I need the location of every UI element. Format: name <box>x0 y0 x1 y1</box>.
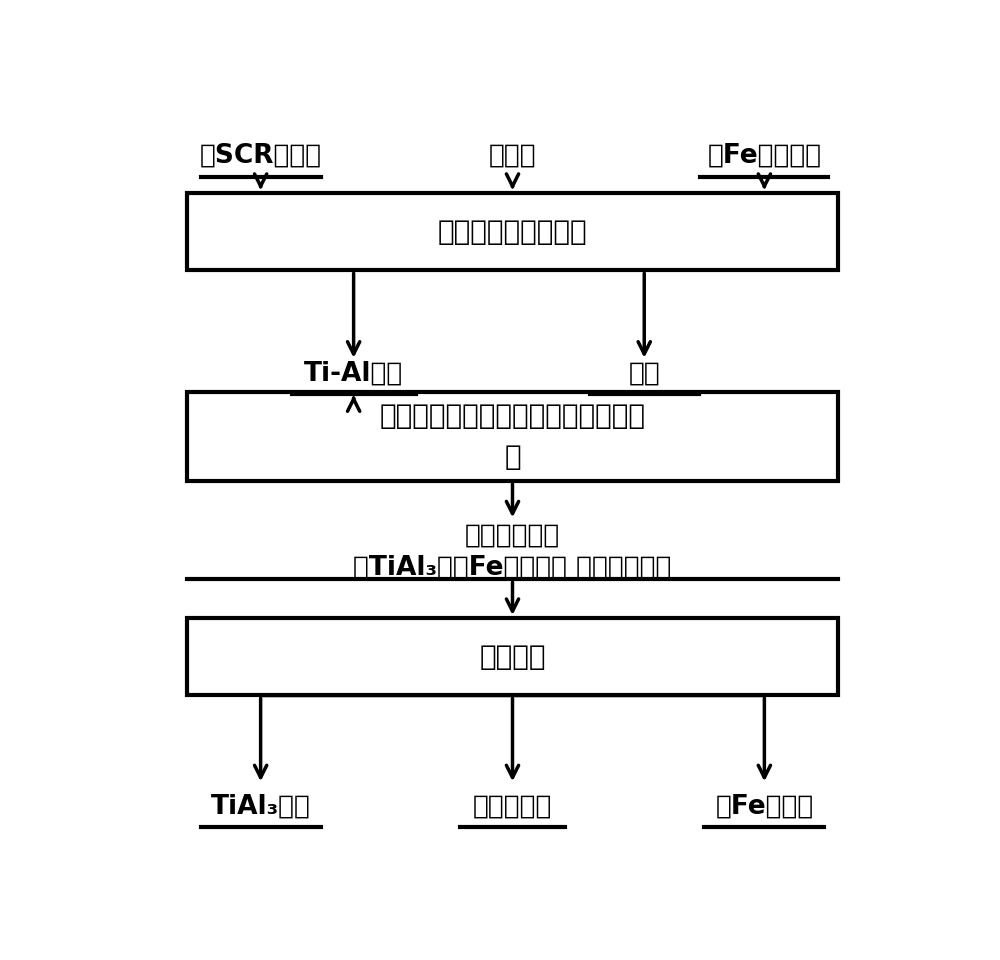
Text: （TiAl₃、低Fe鄂合金、 杂质富集相）: （TiAl₃、低Fe鄂合金、 杂质富集相） <box>353 555 672 581</box>
Text: 废SCR催化剑: 废SCR催化剑 <box>200 143 322 169</box>
Text: 含Fe废鄂合金: 含Fe废鄂合金 <box>707 143 821 169</box>
Text: 真空或惰性气氛下定向凝固分离和提
纯: 真空或惰性气氛下定向凝固分离和提 纯 <box>380 402 646 471</box>
Text: 杂质富集相: 杂质富集相 <box>473 793 552 819</box>
Text: 造渣剑: 造渣剑 <box>489 143 536 169</box>
Bar <box>187 193 838 271</box>
Text: 低Fe鄂合金: 低Fe鄂合金 <box>715 793 814 819</box>
Bar <box>187 618 838 695</box>
Text: 惰性气氛下还原燕炼: 惰性气氛下还原燕炼 <box>438 218 587 246</box>
Text: 机械切割: 机械切割 <box>479 642 546 671</box>
Bar <box>187 393 838 481</box>
Text: TiAl₃合金: TiAl₃合金 <box>211 793 311 819</box>
Text: 钙鄂合金铸錦: 钙鄂合金铸錦 <box>465 522 560 548</box>
Text: 废渣: 废渣 <box>628 361 660 387</box>
Text: Ti-Al合金: Ti-Al合金 <box>304 361 403 387</box>
